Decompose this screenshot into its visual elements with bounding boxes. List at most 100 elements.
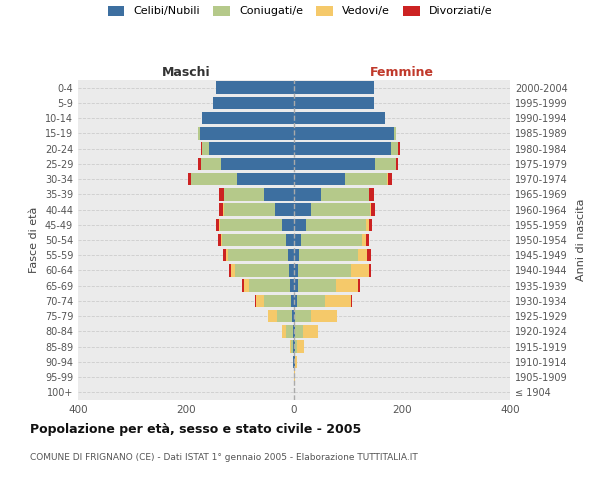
- Bar: [265, 294, 292, 307]
- Bar: [294, 173, 346, 186]
- Bar: [202, 142, 209, 155]
- Bar: [277, 310, 292, 322]
- Bar: [350, 294, 352, 307]
- Bar: [298, 280, 335, 292]
- Bar: [294, 158, 375, 170]
- Bar: [224, 204, 275, 216]
- Y-axis label: Anni di nascita: Anni di nascita: [576, 198, 586, 281]
- Bar: [292, 310, 294, 322]
- Bar: [294, 82, 374, 94]
- Bar: [220, 218, 282, 231]
- Bar: [202, 112, 294, 124]
- Bar: [229, 264, 231, 276]
- Bar: [306, 218, 367, 231]
- Bar: [223, 249, 226, 262]
- Bar: [388, 173, 392, 186]
- Bar: [291, 340, 293, 353]
- Bar: [220, 204, 223, 216]
- Bar: [199, 127, 294, 140]
- Bar: [265, 188, 294, 200]
- Bar: [235, 264, 289, 276]
- Bar: [321, 188, 368, 200]
- Bar: [290, 280, 294, 292]
- Bar: [351, 264, 368, 276]
- Bar: [213, 96, 294, 109]
- Bar: [290, 340, 292, 353]
- Bar: [295, 310, 311, 322]
- Bar: [220, 188, 224, 200]
- Bar: [218, 234, 221, 246]
- Bar: [302, 325, 318, 338]
- Text: Popolazione per età, sesso e stato civile - 2005: Popolazione per età, sesso e stato civil…: [30, 422, 361, 436]
- Bar: [256, 294, 265, 307]
- Bar: [249, 280, 290, 292]
- Bar: [200, 142, 202, 155]
- Bar: [286, 325, 293, 338]
- Bar: [375, 158, 395, 170]
- Bar: [294, 310, 295, 322]
- Bar: [369, 188, 374, 200]
- Bar: [325, 294, 350, 307]
- Bar: [188, 173, 191, 186]
- Bar: [395, 158, 398, 170]
- Bar: [367, 249, 371, 262]
- Bar: [311, 204, 370, 216]
- Bar: [299, 249, 358, 262]
- Bar: [296, 294, 325, 307]
- Bar: [289, 264, 294, 276]
- Bar: [295, 325, 302, 338]
- Bar: [294, 96, 374, 109]
- Bar: [294, 188, 321, 200]
- Bar: [298, 264, 351, 276]
- Bar: [287, 249, 294, 262]
- Bar: [221, 234, 222, 246]
- Bar: [366, 234, 369, 246]
- Bar: [371, 204, 375, 216]
- Bar: [282, 218, 294, 231]
- Bar: [200, 158, 221, 170]
- Bar: [216, 218, 220, 231]
- Bar: [394, 127, 395, 140]
- Bar: [346, 173, 388, 186]
- Bar: [294, 234, 301, 246]
- Bar: [224, 188, 265, 200]
- Bar: [370, 204, 371, 216]
- Bar: [294, 204, 311, 216]
- Bar: [368, 264, 371, 276]
- Bar: [294, 249, 299, 262]
- Bar: [292, 294, 294, 307]
- Bar: [294, 280, 298, 292]
- Bar: [294, 112, 385, 124]
- Bar: [293, 325, 294, 338]
- Bar: [391, 142, 398, 155]
- Bar: [275, 204, 294, 216]
- Text: Femmine: Femmine: [370, 66, 434, 79]
- Bar: [296, 340, 304, 353]
- Bar: [244, 280, 249, 292]
- Bar: [268, 310, 277, 322]
- Bar: [255, 294, 256, 307]
- Bar: [358, 280, 360, 292]
- Bar: [361, 234, 366, 246]
- Bar: [238, 173, 294, 186]
- Text: Maschi: Maschi: [161, 66, 211, 79]
- Bar: [222, 234, 286, 246]
- Bar: [301, 234, 361, 246]
- Bar: [191, 173, 238, 186]
- Bar: [335, 280, 358, 292]
- Bar: [242, 280, 244, 292]
- Legend: Celibi/Nubili, Coniugati/e, Vedovi/e, Divorziati/e: Celibi/Nubili, Coniugati/e, Vedovi/e, Di…: [108, 6, 492, 16]
- Bar: [294, 142, 391, 155]
- Bar: [368, 218, 372, 231]
- Bar: [367, 218, 368, 231]
- Bar: [358, 249, 367, 262]
- Bar: [294, 264, 298, 276]
- Bar: [228, 249, 287, 262]
- Bar: [286, 234, 294, 246]
- Bar: [398, 142, 400, 155]
- Bar: [216, 82, 294, 94]
- Bar: [209, 142, 294, 155]
- Bar: [221, 158, 294, 170]
- Text: COMUNE DI FRIGNANO (CE) - Dati ISTAT 1° gennaio 2005 - Elaborazione TUTTITALIA.I: COMUNE DI FRIGNANO (CE) - Dati ISTAT 1° …: [30, 452, 418, 462]
- Y-axis label: Fasce di età: Fasce di età: [29, 207, 39, 273]
